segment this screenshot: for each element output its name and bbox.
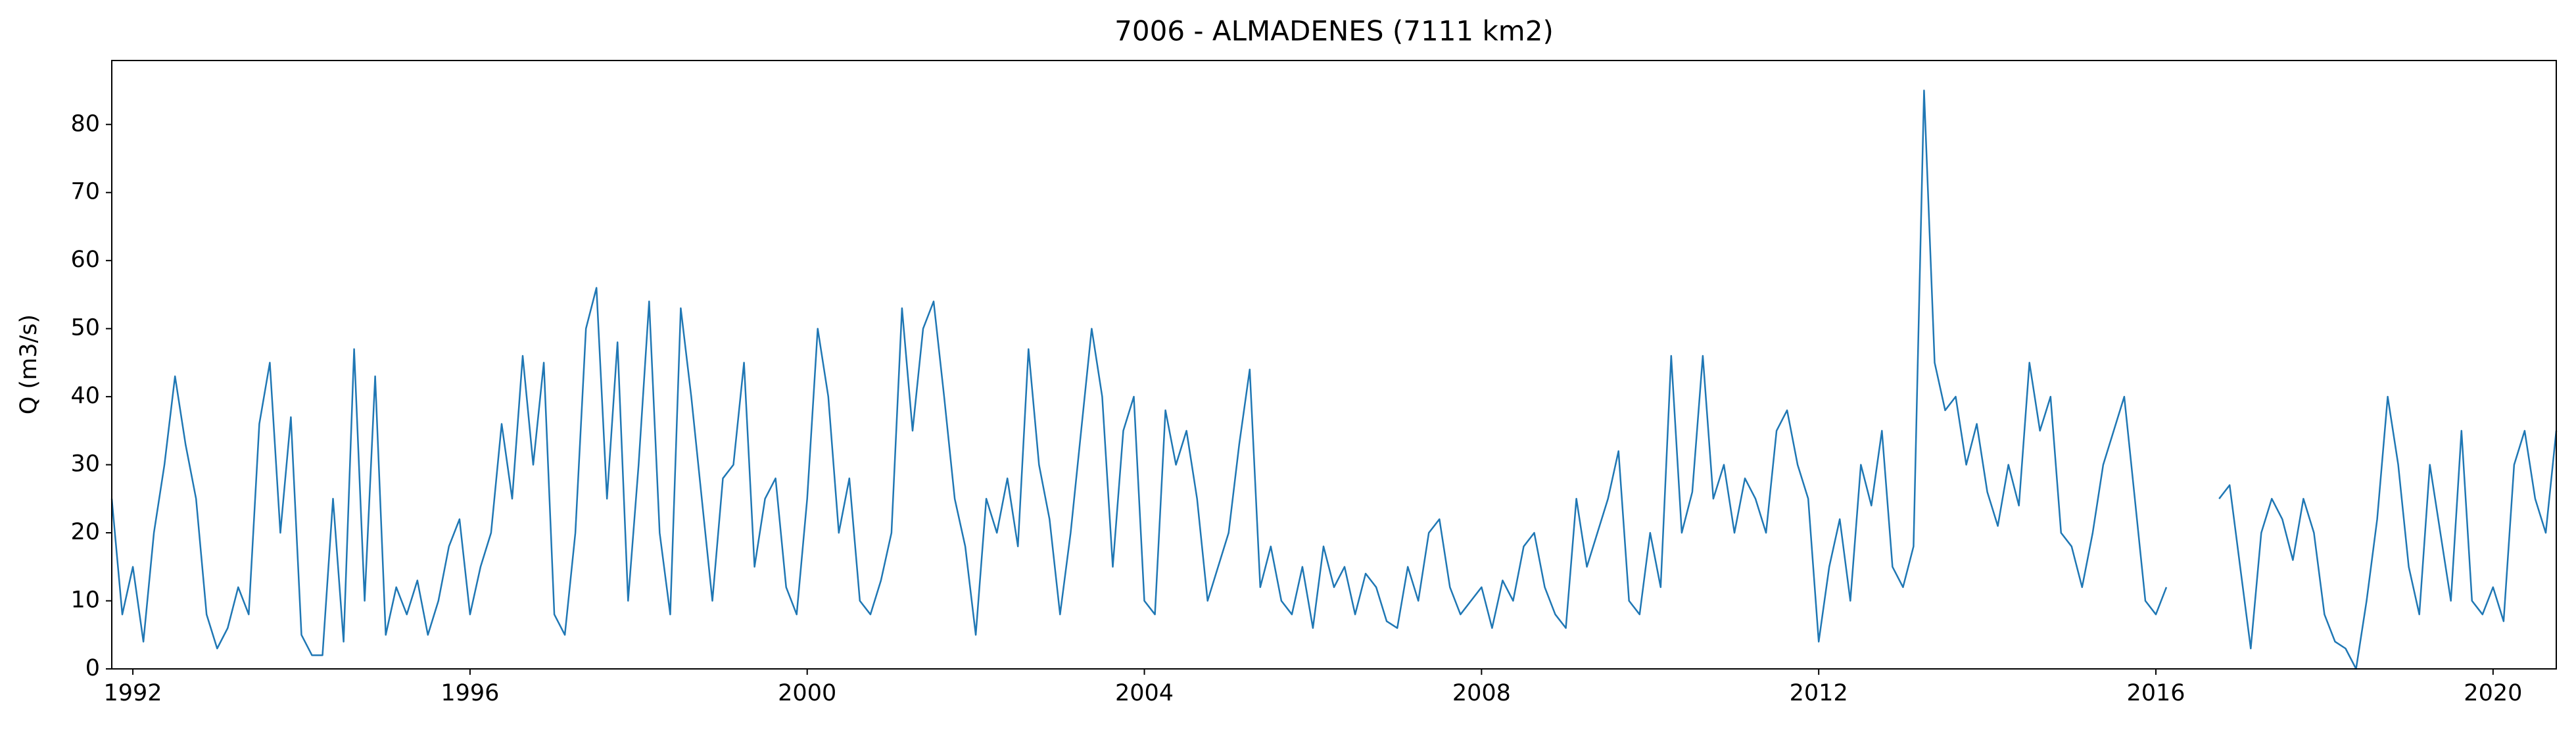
y-axis-label: Q (m3/s) — [16, 314, 42, 414]
y-tick-label: 10 — [70, 587, 100, 614]
x-tick-label: 1996 — [441, 680, 499, 706]
x-tick-label: 2016 — [2126, 680, 2185, 706]
y-tick-label: 20 — [70, 519, 100, 545]
plot-frame — [111, 60, 2557, 670]
x-tick-label: 2012 — [1790, 680, 1848, 706]
y-tick-label: 70 — [70, 179, 100, 205]
y-tick-label: 30 — [70, 451, 100, 477]
y-tick-label: 40 — [70, 383, 100, 409]
x-tick-label: 2000 — [778, 680, 836, 706]
x-tick-label: 2020 — [2464, 680, 2522, 706]
y-tick-label: 0 — [85, 655, 100, 681]
y-tick-label: 60 — [70, 247, 100, 273]
x-tick-label: 2008 — [1452, 680, 1511, 706]
y-tick-label: 50 — [70, 315, 100, 341]
x-tick-label: 1992 — [104, 680, 162, 706]
data-line — [110, 89, 2558, 670]
x-tick-label: 2004 — [1115, 680, 1174, 706]
chart-title: 7006 - ALMADENES (7111 km2) — [1114, 15, 1554, 47]
y-tick-label: 80 — [70, 110, 100, 137]
